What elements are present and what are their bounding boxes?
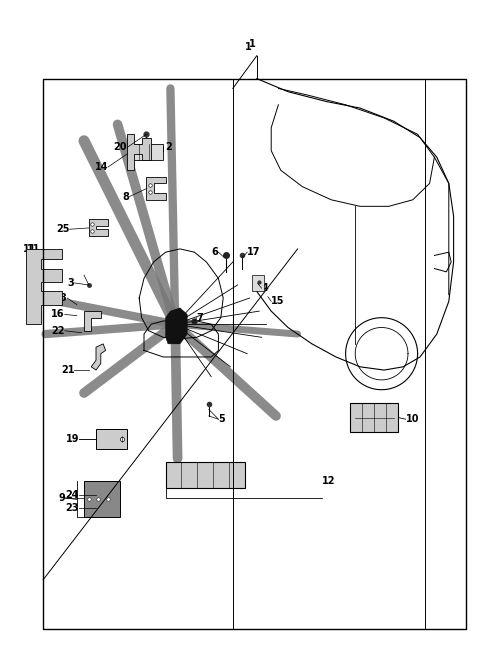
Bar xyxy=(350,403,398,432)
Text: 17: 17 xyxy=(247,247,261,257)
Bar xyxy=(96,429,127,449)
Text: 7: 7 xyxy=(197,312,204,323)
Text: 11: 11 xyxy=(27,244,41,254)
Text: 3: 3 xyxy=(68,278,74,288)
Text: 25: 25 xyxy=(56,224,70,234)
Text: 1: 1 xyxy=(245,43,252,52)
Bar xyxy=(425,79,466,629)
Polygon shape xyxy=(127,134,151,170)
Polygon shape xyxy=(166,308,187,344)
Text: 18: 18 xyxy=(54,293,67,303)
Polygon shape xyxy=(89,219,108,236)
Text: 9: 9 xyxy=(58,493,65,503)
Text: 1: 1 xyxy=(249,39,255,49)
Bar xyxy=(84,481,120,517)
Text: 14: 14 xyxy=(95,162,108,172)
Text: 19: 19 xyxy=(66,434,79,444)
Polygon shape xyxy=(146,177,166,200)
Text: 6: 6 xyxy=(212,247,218,257)
Text: 12: 12 xyxy=(322,476,335,487)
Text: 4: 4 xyxy=(262,283,268,293)
Text: 22: 22 xyxy=(51,326,65,336)
Bar xyxy=(132,144,163,160)
Text: 8: 8 xyxy=(123,191,130,202)
Text: 24: 24 xyxy=(66,489,79,500)
Text: 21: 21 xyxy=(61,365,74,375)
Bar xyxy=(43,79,466,629)
Text: 16: 16 xyxy=(51,309,65,320)
Bar xyxy=(252,275,264,291)
Text: 10: 10 xyxy=(406,414,419,424)
Text: 11: 11 xyxy=(23,244,36,254)
Text: 20: 20 xyxy=(114,142,127,153)
Polygon shape xyxy=(26,249,62,324)
Text: 23: 23 xyxy=(66,502,79,513)
Text: 15: 15 xyxy=(271,296,285,307)
Text: 2: 2 xyxy=(166,142,172,153)
Bar xyxy=(166,462,245,488)
Polygon shape xyxy=(84,311,101,331)
Text: 5: 5 xyxy=(218,414,225,424)
Polygon shape xyxy=(91,344,106,370)
